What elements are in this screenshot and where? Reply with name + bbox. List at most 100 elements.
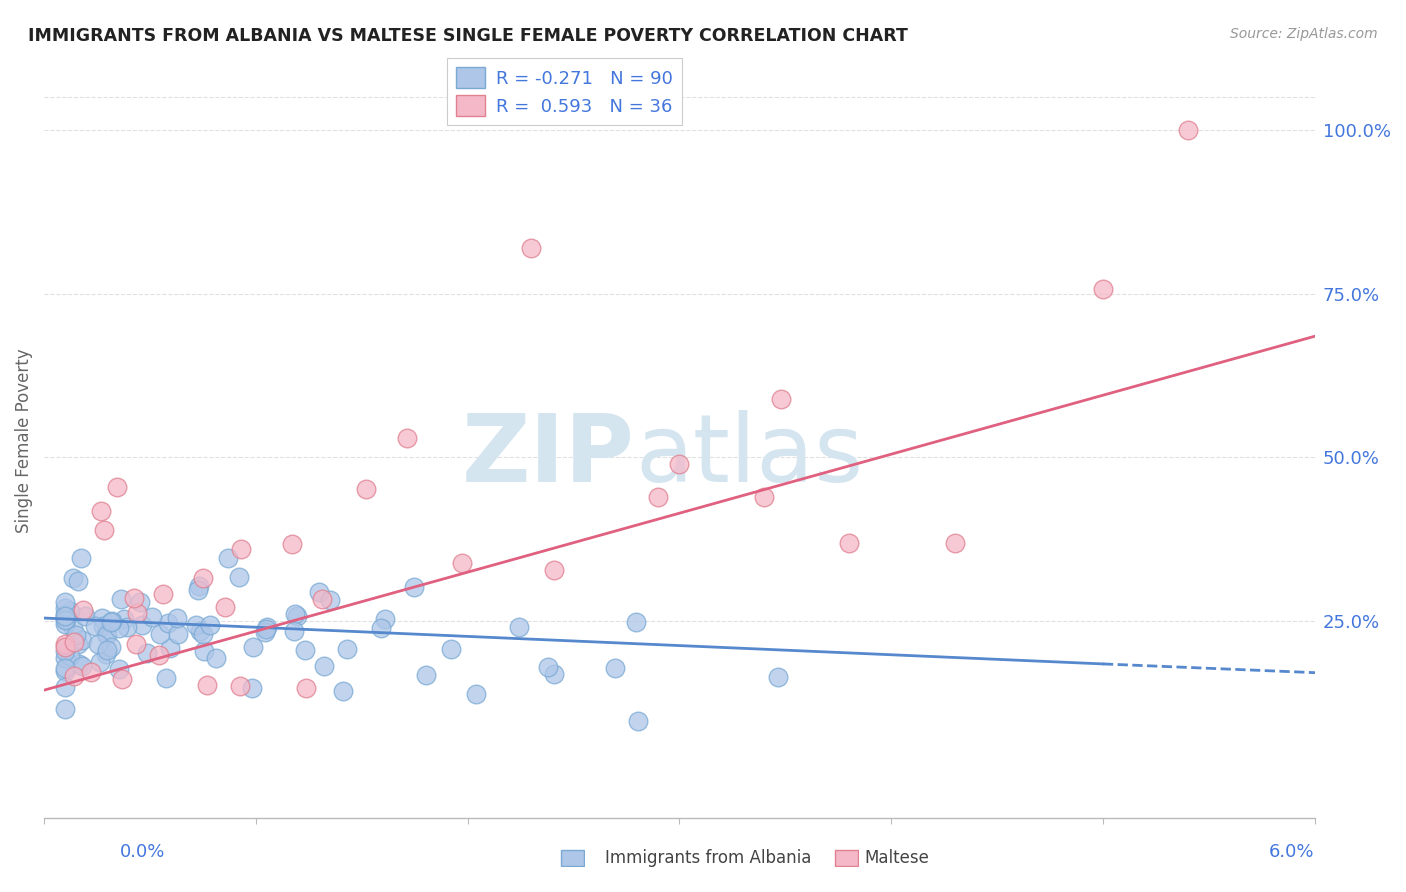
Point — [91, 611, 114, 625]
Point — [768, 670, 790, 684]
Point — [308, 585, 330, 599]
Point — [67, 574, 90, 588]
Text: Maltese: Maltese — [865, 849, 929, 867]
Point — [53, 651, 76, 665]
Point — [70, 551, 93, 566]
Point — [91, 618, 114, 632]
Point — [96, 628, 118, 642]
Point — [108, 662, 131, 676]
Point — [87, 637, 110, 651]
Point — [53, 665, 76, 679]
Point — [283, 624, 305, 639]
Text: Source: ZipAtlas.com: Source: ZipAtlas.com — [1230, 27, 1378, 41]
Point — [370, 621, 392, 635]
Point — [110, 592, 132, 607]
Y-axis label: Single Female Poverty: Single Female Poverty — [15, 349, 32, 533]
Point — [191, 627, 214, 641]
Text: 6.0%: 6.0% — [1270, 843, 1315, 861]
Point — [59, 648, 82, 663]
Point — [205, 650, 228, 665]
Point — [943, 535, 966, 549]
Point — [217, 551, 239, 566]
Point — [294, 681, 316, 696]
Point — [53, 640, 76, 655]
Point — [284, 607, 307, 621]
Point — [311, 592, 333, 607]
Point — [214, 599, 236, 614]
Point — [537, 660, 560, 674]
Point — [70, 632, 93, 647]
Point — [53, 613, 76, 627]
Point — [159, 641, 181, 656]
Point — [508, 620, 530, 634]
Point — [94, 648, 117, 662]
Point — [96, 643, 118, 657]
Point — [167, 627, 190, 641]
Point — [374, 611, 396, 625]
Point — [58, 604, 80, 618]
Point — [354, 482, 377, 496]
Point — [53, 644, 76, 658]
Point — [543, 667, 565, 681]
Point — [770, 392, 793, 407]
Point — [188, 624, 211, 639]
Point — [191, 571, 214, 585]
Point — [53, 595, 76, 609]
Point — [228, 570, 250, 584]
Point — [117, 620, 139, 634]
Point — [256, 619, 278, 633]
Point — [166, 611, 188, 625]
Point — [124, 591, 146, 605]
Text: ZIP: ZIP — [463, 410, 636, 502]
Point — [53, 702, 76, 716]
Point — [336, 642, 359, 657]
Point — [254, 622, 277, 636]
Text: 0.0%: 0.0% — [120, 843, 165, 861]
Point — [67, 657, 90, 672]
Point — [229, 679, 252, 693]
Point — [240, 681, 263, 695]
Point — [55, 612, 77, 626]
Text: Immigrants from Albania: Immigrants from Albania — [605, 849, 811, 867]
Point — [125, 637, 148, 651]
Point — [1091, 282, 1114, 296]
Point — [83, 619, 105, 633]
Point — [53, 611, 76, 625]
Point — [193, 644, 215, 658]
Point — [198, 618, 221, 632]
Point — [396, 430, 419, 444]
Point — [112, 611, 135, 625]
Point — [100, 640, 122, 654]
Point — [647, 490, 669, 504]
Point — [440, 642, 463, 657]
Point — [285, 608, 308, 623]
Point — [79, 665, 101, 679]
Point — [186, 617, 208, 632]
Point — [53, 616, 76, 631]
Point — [73, 609, 96, 624]
Point — [131, 618, 153, 632]
Point — [155, 672, 177, 686]
Point — [627, 714, 650, 729]
Point — [187, 579, 209, 593]
Legend: R = -0.271   N = 90, R =  0.593   N = 36: R = -0.271 N = 90, R = 0.593 N = 36 — [447, 58, 682, 125]
Point — [332, 684, 354, 698]
Point — [94, 627, 117, 641]
Point — [157, 615, 180, 630]
Point — [100, 615, 122, 629]
Point — [254, 625, 277, 640]
Point — [70, 659, 93, 673]
Point — [62, 634, 84, 648]
Point — [53, 608, 76, 623]
Point — [111, 673, 134, 687]
Point — [294, 643, 316, 657]
Point — [229, 541, 252, 556]
Point — [187, 582, 209, 597]
Point — [62, 571, 84, 585]
Point — [105, 480, 128, 494]
Point — [65, 628, 87, 642]
Point — [72, 603, 94, 617]
Point — [62, 621, 84, 635]
Point — [53, 637, 76, 651]
Point — [63, 669, 86, 683]
